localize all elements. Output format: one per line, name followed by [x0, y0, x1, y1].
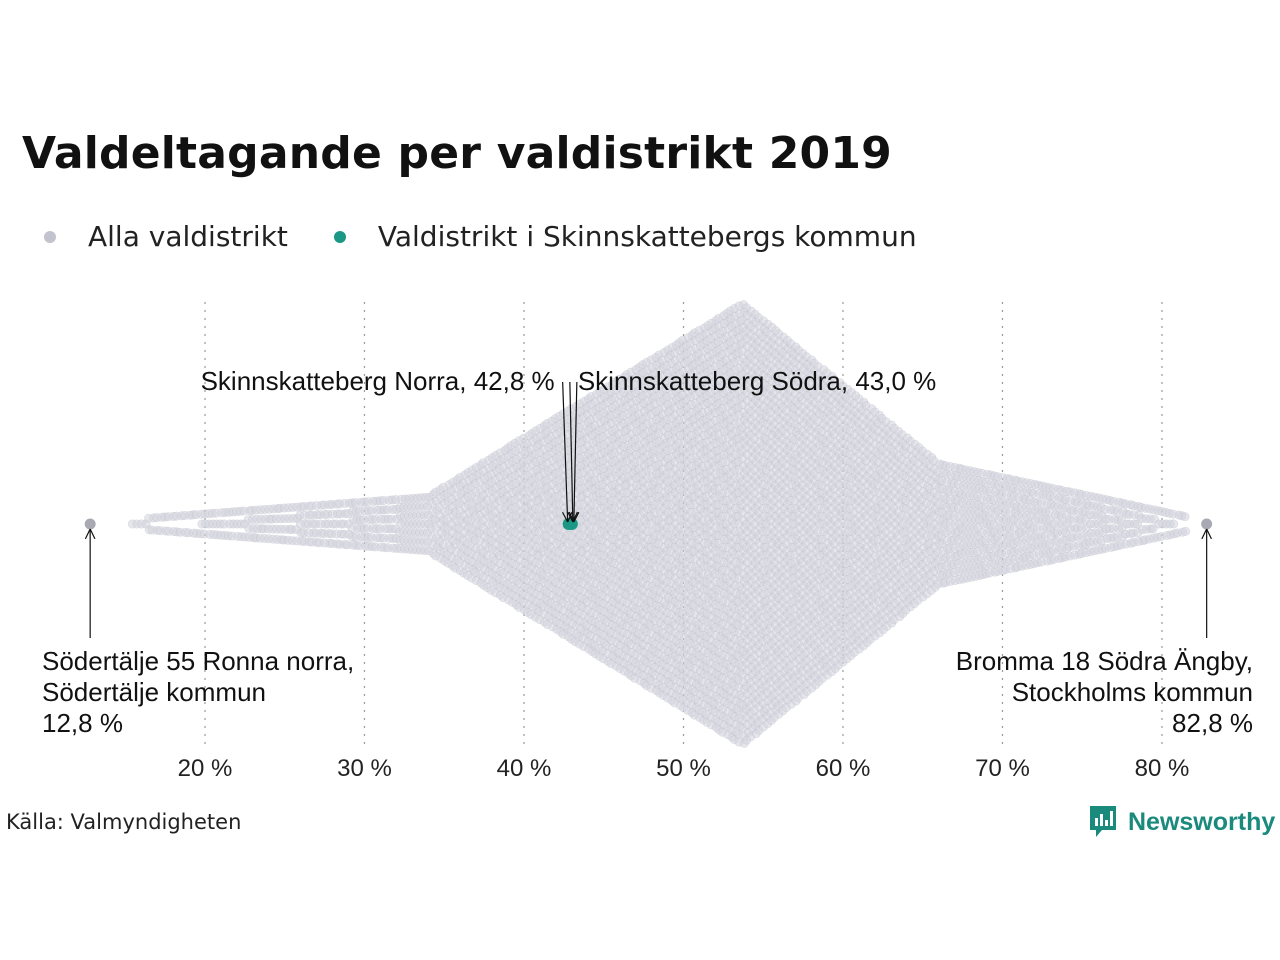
legend-item-skinnskatteberg: Valdistrikt i Skinnskattebergs kommun — [333, 220, 917, 253]
legend-item-all: Alla valdistrikt — [44, 220, 288, 253]
legend-label-skinnskatteberg: Valdistrikt i Skinnskattebergs kommun — [377, 220, 917, 253]
beeswarm-chart: Skinnskatteberg Norra, 42,8 % Skinnskatte… — [42, 300, 1253, 782]
swarm-points — [84, 300, 1213, 748]
legend-dot-skinnskatteberg — [333, 230, 346, 243]
chart-title: Valdeltagande per valdistrikt 2019 — [22, 128, 892, 179]
legend-dot-all — [44, 230, 56, 243]
legend-label-all: Alla valdistrikt — [88, 220, 288, 253]
legend: Alla valdistrikt Valdistrikt i Skinnskat… — [44, 220, 963, 253]
